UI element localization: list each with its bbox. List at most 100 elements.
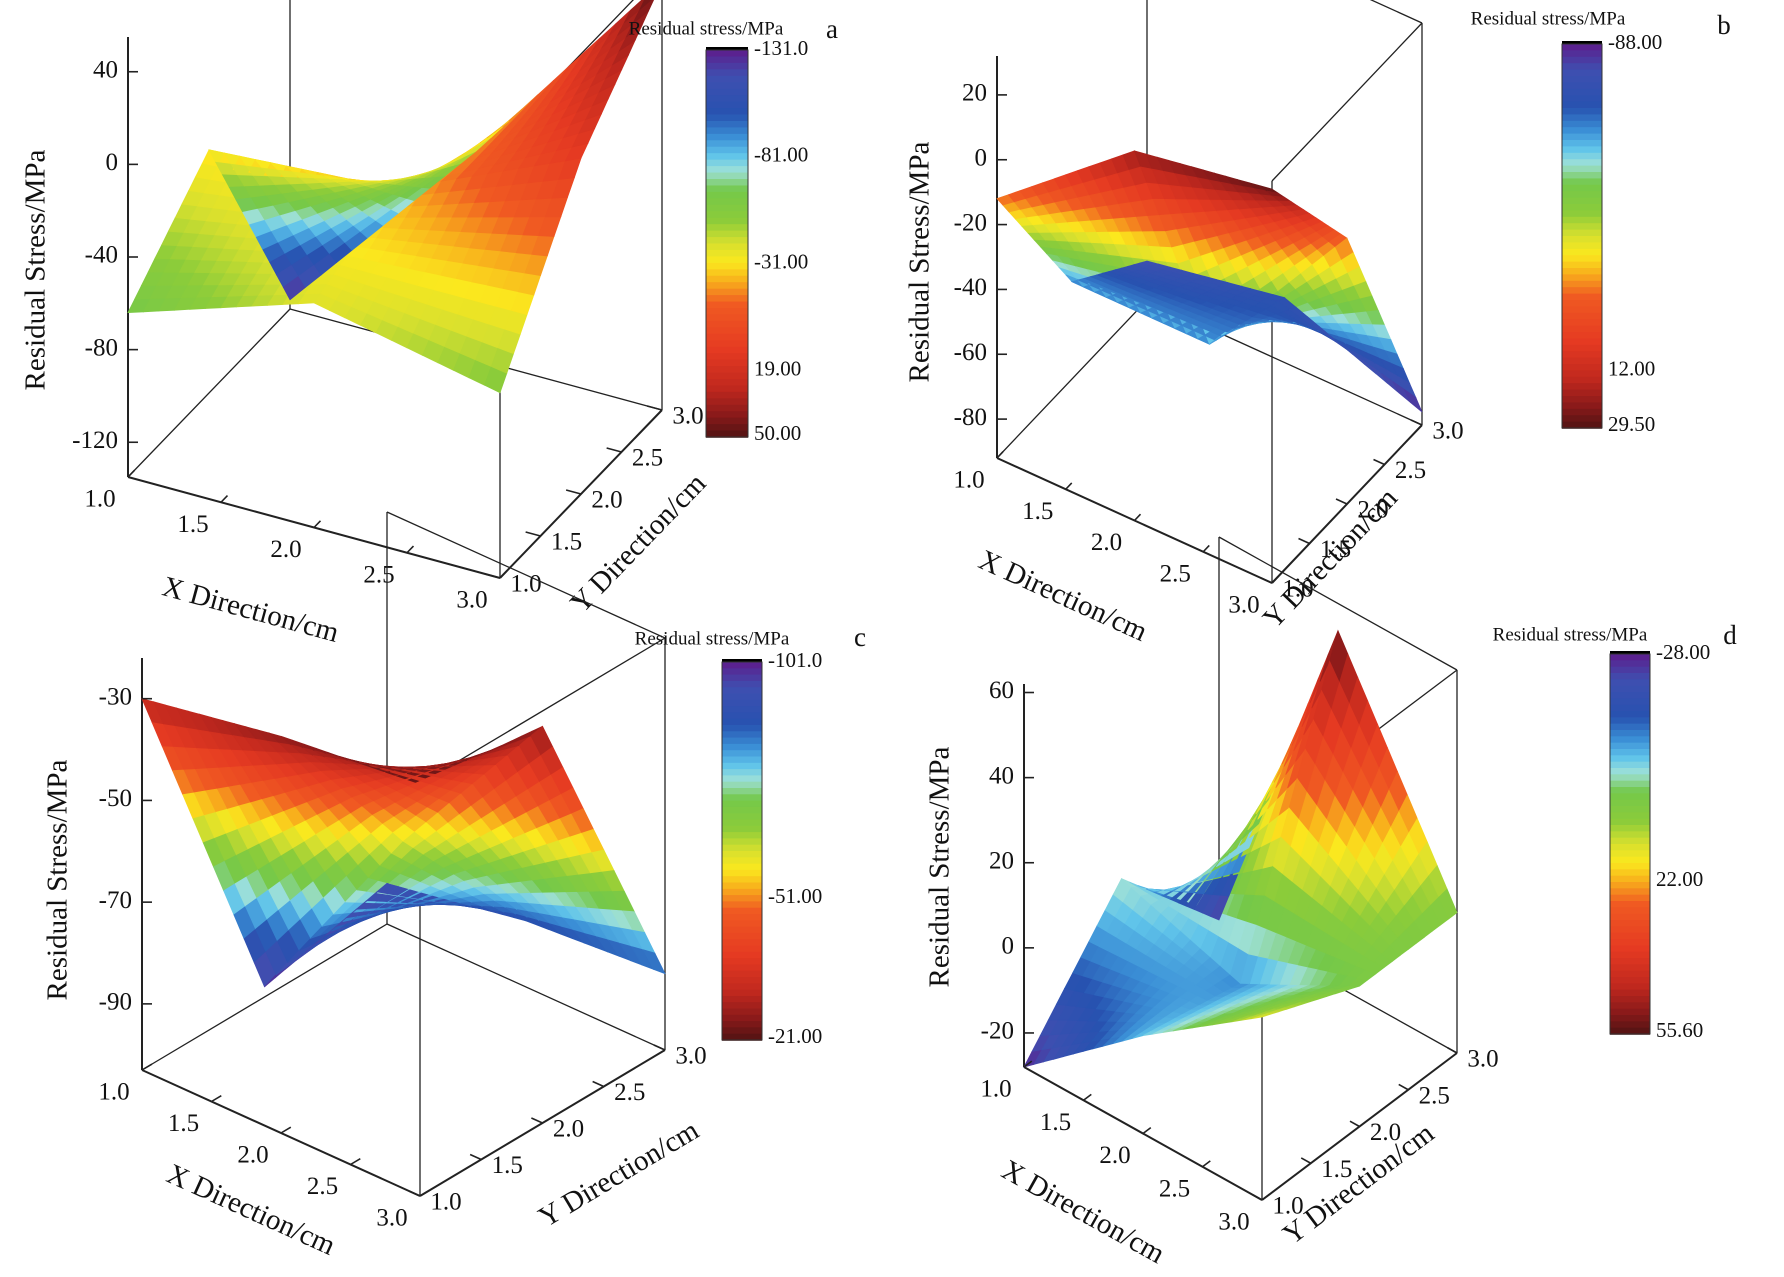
x-tick-mark	[406, 545, 415, 554]
surface	[141, 698, 666, 988]
colorbar-tick-label: 12.00	[1608, 357, 1655, 381]
colorbar-band	[1562, 325, 1602, 333]
colorbar-band	[1610, 894, 1650, 902]
colorbar-band	[1610, 869, 1650, 877]
x-tick-mark	[220, 494, 229, 503]
colorbar-band	[1610, 926, 1650, 934]
colorbar-band	[1610, 717, 1650, 725]
panel-d: 60 40 20 0 -20 1.0 1.5 2.0 2.5 3.0 1.0 1.5 2.0 2.5 3.0…	[892, 536, 1784, 1270]
colorbar-band	[1610, 787, 1650, 795]
colorbar-band	[706, 372, 748, 380]
y-tick-mark	[484, 573, 501, 579]
colorbar-title: Residual stress/MPa	[1471, 8, 1626, 29]
x-tick-label: 2.5	[363, 561, 394, 588]
colorbar-band	[722, 945, 762, 953]
z-tick-label: -90	[99, 989, 132, 1016]
y-tick-label: 3.0	[1467, 1046, 1498, 1073]
colorbar-band	[722, 806, 762, 814]
colorbar-band	[1562, 236, 1602, 244]
x-tick-label: 1.0	[953, 467, 984, 494]
colorbar-band	[1610, 983, 1650, 991]
x-tick-label: 1.5	[168, 1110, 199, 1137]
y-tick-label: 3.0	[1432, 418, 1463, 445]
x-tick-label: 3.0	[456, 587, 487, 614]
colorbar-band	[1610, 666, 1650, 674]
colorbar-band	[706, 75, 748, 84]
x-axis-ticks: 1.0 1.5 2.0 2.5 3.0	[953, 451, 1279, 619]
colorbar-band	[706, 237, 748, 245]
colorbar-tick-label: -28.00	[1656, 640, 1710, 664]
colorbar-band	[1562, 338, 1602, 346]
colorbar-band	[1562, 312, 1602, 320]
colorbar-band	[1562, 152, 1602, 160]
colorbar-title: Residual stress/MPa	[629, 18, 784, 39]
colorbar-band	[706, 146, 748, 154]
colorbar-band	[722, 712, 762, 720]
y-tick-mark	[1260, 577, 1273, 584]
y-axis-title: Y Direction/cm	[1257, 482, 1405, 635]
colorbar-band	[722, 1021, 762, 1029]
colorbar-band	[1610, 818, 1650, 826]
colorbar-band	[1610, 844, 1650, 852]
colorbar-band	[706, 417, 748, 425]
colorbar-band	[706, 50, 748, 58]
colorbar-band	[1562, 319, 1602, 327]
y-tick-mark	[1349, 1120, 1360, 1128]
x-tick-mark	[313, 520, 322, 529]
colorbar-band	[1610, 1027, 1650, 1035]
z-tick-label: -40	[85, 242, 118, 269]
panel-a: 40 0 -40 -80 -120 1.0 1.5 2.0 2.5 3.0 1.0 1.5 2.0 2.5…	[0, 0, 892, 649]
x-tick-mark	[1065, 482, 1073, 490]
y-tick-label: 3.0	[672, 403, 703, 430]
colorbar-band	[1610, 996, 1650, 1004]
colorbar-band	[1610, 799, 1650, 807]
colorbar-band	[1562, 108, 1602, 116]
y-tick-mark	[646, 405, 663, 411]
y-tick-mark	[1335, 498, 1348, 505]
colorbar-band	[1562, 274, 1602, 282]
colorbar-band	[1610, 806, 1650, 814]
colorbar-band	[722, 674, 762, 682]
colorbar-band	[1562, 351, 1602, 359]
x-tick-label: 3.0	[1218, 1209, 1249, 1236]
z-tick-label: 0	[1002, 933, 1015, 960]
y-tick-label: 2.0	[1357, 497, 1388, 524]
colorbar-band	[722, 832, 762, 840]
colorbar-band	[1610, 679, 1650, 687]
colorbar-band	[706, 140, 748, 148]
colorbar-band	[706, 404, 748, 412]
colorbar-band	[1610, 730, 1650, 738]
surface-facet	[632, 0, 655, 24]
colorbar-band	[722, 907, 762, 915]
colorbar-band	[722, 844, 762, 852]
colorbar-band	[722, 1002, 762, 1010]
y-axis-title: Y Direction/cm	[564, 467, 712, 619]
colorbar-band	[722, 970, 762, 978]
y-tick-mark	[525, 531, 541, 537]
colorbar-band	[722, 756, 762, 764]
colorbar-band	[1610, 780, 1650, 788]
colorbar-band	[706, 320, 748, 329]
colorbar-band	[1610, 660, 1650, 668]
colorbar-band	[1562, 114, 1602, 122]
colorbar-band	[1610, 882, 1650, 890]
colorbar-band	[1562, 370, 1602, 378]
colorbar-band	[1610, 977, 1650, 985]
colorbar-band	[706, 185, 748, 193]
colorbar-band	[1610, 837, 1650, 845]
colorbar-band	[1562, 376, 1602, 384]
colorbar-band	[722, 788, 762, 796]
x-tick-mark	[1023, 1060, 1033, 1068]
colorbar-band	[706, 249, 748, 258]
colorbar-band	[706, 230, 748, 238]
colorbar-band	[722, 1014, 762, 1022]
colorbar-band	[1562, 44, 1602, 52]
colorbar-band	[1562, 242, 1602, 250]
colorbar-band	[1562, 216, 1602, 224]
colorbar-cap	[706, 47, 748, 50]
colorbar-band	[706, 424, 748, 432]
colorbar-band	[722, 750, 762, 758]
z-axis-title: Residual Stress/MPa	[20, 149, 52, 390]
x-tick-label: 3.0	[1228, 592, 1259, 619]
